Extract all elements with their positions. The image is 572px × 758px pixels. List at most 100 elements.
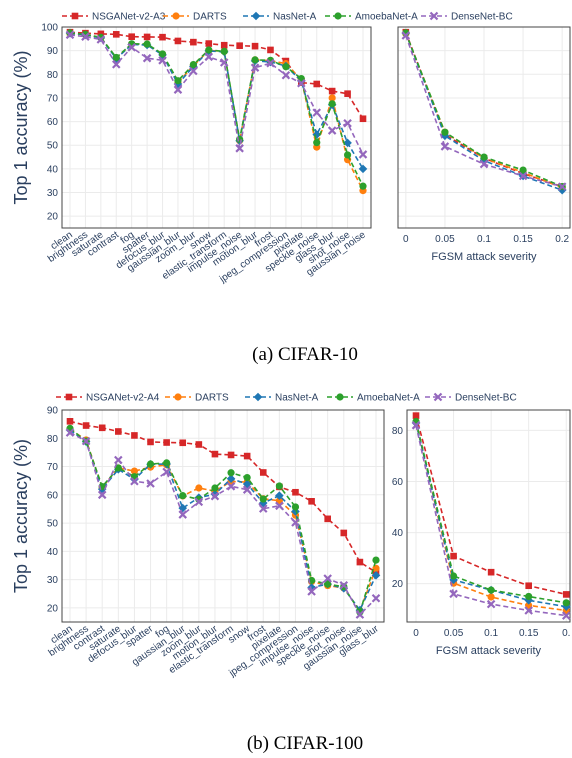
data-point (359, 182, 367, 190)
data-point (327, 126, 337, 135)
data-point (236, 42, 243, 49)
data-point (291, 503, 300, 511)
data-point (372, 556, 380, 564)
data-point (158, 50, 167, 58)
y-tick-label: 90 (47, 46, 59, 57)
legend-marker (172, 12, 180, 20)
data-point (220, 47, 228, 55)
y-axis-title: Top 1 accuracy (%) (11, 50, 31, 204)
y-tick-label: 60 (47, 490, 59, 501)
data-point (557, 182, 567, 191)
data-point (312, 108, 322, 117)
series-line-darts (415, 422, 567, 612)
series-nsganet-v2-a4 (412, 412, 570, 598)
data-point (242, 479, 252, 489)
data-point (358, 150, 368, 159)
chart-cifar10-corruptions: 2030405060708090100cleanbrightnesssatura… (11, 23, 372, 286)
y-tick-label: 20 (47, 603, 59, 614)
data-point (372, 564, 380, 572)
x-tick-label: 0 (413, 628, 419, 639)
legend-item-nasnet-a: NasNet-A (243, 12, 317, 23)
data-point (480, 153, 488, 161)
data-point (328, 100, 336, 108)
x-tick-label: 0 (403, 234, 409, 245)
data-point (371, 593, 381, 603)
y-tick-label: 40 (47, 547, 59, 558)
data-point (525, 592, 533, 601)
y-tick-label: 30 (47, 188, 59, 199)
data-point (211, 450, 219, 458)
data-point (227, 469, 235, 477)
data-point (313, 80, 321, 88)
chart-cifar100-corruptions: 2030405060708090cleanbrightnesscontrasts… (11, 406, 385, 680)
data-point (561, 611, 571, 620)
y-tick-label: 60 (47, 117, 59, 128)
y-tick-label: 60 (392, 477, 404, 488)
data-point (371, 571, 381, 580)
data-point (344, 90, 351, 97)
legend-label: AmoebaNet-A (357, 393, 420, 404)
data-point (291, 518, 300, 527)
data-point (307, 587, 316, 596)
data-point (242, 485, 252, 494)
series-amoebanet-a (66, 424, 380, 616)
data-point (205, 40, 213, 47)
series-line-nasnet-a (69, 429, 377, 612)
data-point (190, 38, 197, 46)
data-point (210, 491, 220, 501)
data-point (308, 498, 315, 505)
y-tick-label: 90 (47, 406, 59, 417)
data-point (562, 599, 570, 607)
y-tick-label: 20 (392, 579, 404, 590)
y-tick-label: 30 (47, 575, 59, 586)
data-point (178, 503, 188, 513)
x-axis-title: FGSM attack severity (436, 645, 542, 657)
data-point (250, 63, 260, 72)
series-darts (66, 425, 380, 615)
data-point (412, 412, 420, 419)
data-point (174, 77, 182, 85)
data-point (226, 482, 236, 491)
y-axis-title: Top 1 accuracy (%) (11, 439, 31, 593)
data-point (131, 432, 138, 439)
x-tick-label: 0.1 (477, 234, 491, 245)
data-point (158, 56, 167, 65)
data-point (359, 115, 367, 123)
data-point (112, 53, 120, 62)
data-point (195, 484, 203, 492)
y-tick-label: 80 (47, 70, 59, 81)
legend-cifar100: NSGANet-v2-A4 DARTS NasNet-A AmoebaNet-A Den… (56, 393, 517, 404)
data-point (159, 33, 166, 41)
plot-frame (61, 409, 385, 623)
y-tick-label: 100 (41, 23, 58, 34)
data-point (81, 436, 91, 446)
data-point (235, 144, 244, 153)
data-point (204, 52, 214, 62)
data-point (114, 464, 122, 472)
data-point (112, 31, 120, 38)
data-point (173, 85, 183, 94)
legend-label: DARTS (193, 12, 227, 23)
data-point (292, 488, 299, 496)
data-point (82, 422, 90, 429)
series-line-amoebanet-a (415, 421, 567, 604)
data-point (162, 467, 171, 477)
data-point (147, 438, 154, 446)
data-point (111, 60, 121, 69)
data-point (339, 580, 349, 590)
data-point (128, 33, 135, 40)
data-point (519, 166, 527, 174)
data-point (307, 583, 316, 592)
data-point (324, 515, 331, 523)
data-point (65, 428, 75, 437)
legend-cifar10: NSGANet-v2-A3 DARTS NasNet-A AmoebaNet-A Den… (62, 12, 513, 23)
data-point (220, 41, 228, 49)
chart-cifar100-fgsm: 20 40 60 80 0 0.05 0.1 0.15 0. FGSM attack severi… (392, 409, 571, 657)
plot-frame (397, 26, 571, 229)
x-tick-label: 0. (562, 628, 570, 639)
data-point (146, 479, 155, 488)
data-point (275, 491, 284, 500)
series-line-nsganet-v2-a3 (69, 31, 364, 120)
data-point (194, 497, 204, 507)
